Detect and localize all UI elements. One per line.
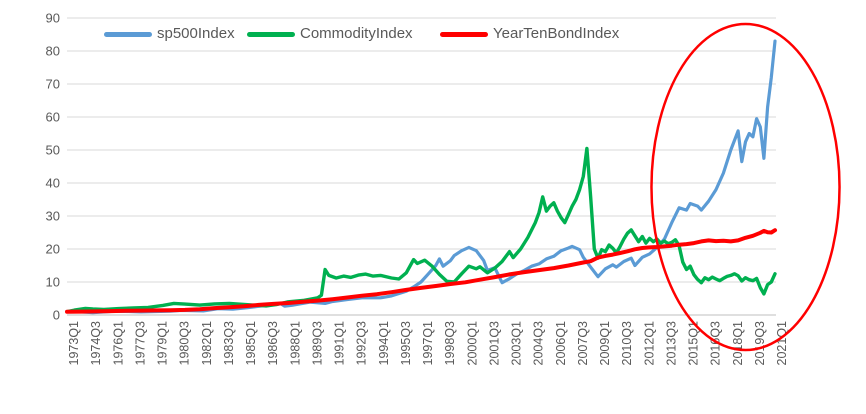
bond-line-swatch [440, 31, 488, 37]
x-axis-tick-label: 2012Q1 [642, 321, 656, 366]
x-axis-tick-label: 2013Q3 [664, 321, 678, 366]
y-axis-tick-label: 90 [46, 11, 60, 26]
x-axis-tick-label: 1977Q3 [133, 321, 147, 366]
series-line-CommodityIndex [65, 146, 777, 314]
legend-label-bond: YearTenBondIndex [493, 25, 620, 42]
highlight-ellipse-annotation [650, 22, 841, 352]
series-line-YearTenBondIndex [65, 228, 777, 314]
legend-label-sp500: sp500Index [157, 25, 235, 42]
x-axis-tick-label: 1994Q1 [377, 321, 391, 366]
x-axis-tick-label: 2016Q3 [709, 321, 723, 366]
x-axis-tick-label: 1995Q3 [399, 321, 413, 366]
x-axis-tick-label: 1998Q3 [443, 321, 457, 366]
commodity-line-swatch [247, 31, 295, 37]
x-axis-tick-label: 2000Q1 [465, 321, 479, 366]
y-axis-tick-label: 60 [46, 110, 60, 125]
x-axis-tick-label: 1991Q1 [333, 321, 347, 366]
x-axis-tick-label: 1997Q1 [421, 321, 435, 366]
x-axis-tick-label: 2003Q1 [510, 321, 524, 366]
y-axis-tick-label: 70 [46, 77, 60, 92]
legend-item-sp500: sp500Index [104, 25, 235, 43]
y-axis-tick-label: 80 [46, 44, 60, 59]
x-axis-tick-label: 2001Q3 [487, 321, 501, 366]
y-axis-tick-label: 0 [53, 308, 60, 323]
x-axis-tick-label: 1973Q1 [67, 321, 81, 366]
series-line-sp500Index [65, 39, 777, 315]
x-axis-tick-label: 2009Q1 [598, 321, 612, 366]
x-axis-tick-label: 1974Q3 [89, 321, 103, 366]
x-axis-tick-label: 2007Q3 [576, 321, 590, 366]
y-axis-tick-label: 50 [46, 143, 60, 158]
x-axis-tick-label: 1979Q1 [156, 321, 170, 366]
x-axis-tick-label: 1983Q3 [222, 321, 236, 366]
x-axis-tick-label: 1976Q1 [111, 321, 125, 366]
sp500-line-swatch [104, 31, 152, 37]
y-axis-tick-label: 40 [46, 176, 60, 191]
x-axis-tick-label: 2006Q1 [554, 321, 568, 366]
x-axis-tick-label: 1992Q3 [355, 321, 369, 366]
y-axis-tick-label: 10 [46, 275, 60, 290]
x-axis-tick-label: 2010Q3 [620, 321, 634, 366]
x-axis-tick-label: 2019Q3 [753, 321, 767, 366]
x-axis-tick-label: 1986Q3 [266, 321, 280, 366]
y-axis-tick-label: 20 [46, 242, 60, 257]
legend-item-commodity: CommodityIndex [247, 25, 413, 43]
x-axis-tick-label: 1988Q1 [288, 321, 302, 366]
x-axis-tick-label: 1982Q1 [200, 321, 214, 366]
legend-label-commodity: CommodityIndex [300, 25, 413, 42]
x-axis-tick-label: 2018Q1 [731, 321, 745, 366]
x-axis-tick-label: 2004Q3 [532, 321, 546, 366]
x-axis-tick-label: 1980Q3 [178, 321, 192, 366]
x-axis-tick-label: 1985Q1 [244, 321, 258, 366]
x-axis-tick-label: 2021Q1 [775, 321, 789, 366]
x-axis-tick-label: 2015Q1 [687, 321, 701, 366]
y-axis-tick-label: 30 [46, 209, 60, 224]
legend-item-bond: YearTenBondIndex [440, 25, 619, 43]
x-axis-tick-label: 1989Q3 [310, 321, 324, 366]
